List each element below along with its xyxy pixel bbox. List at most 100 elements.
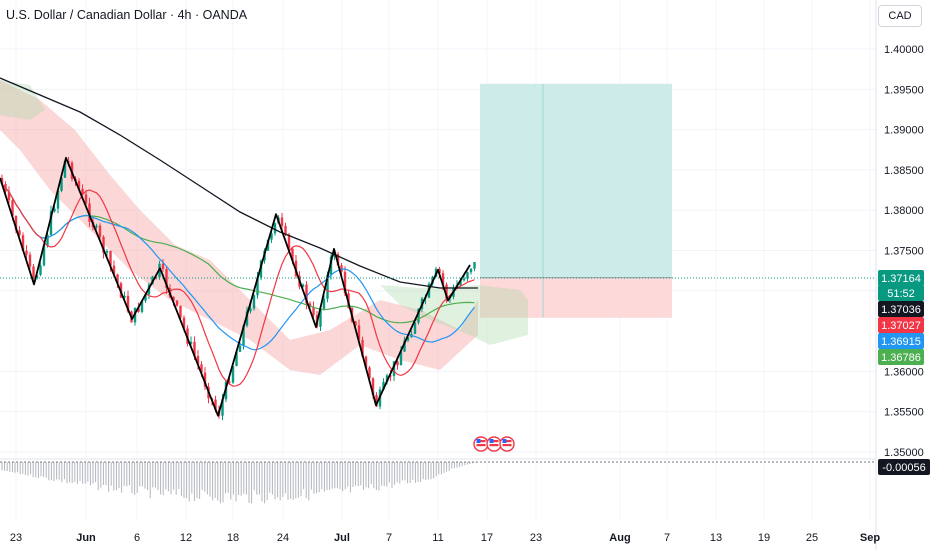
price-tick-label: 1.35000	[884, 447, 924, 459]
flag-stripe	[476, 444, 486, 447]
candle-body	[228, 381, 231, 383]
candle-body	[361, 339, 364, 357]
price-axis[interactable]: 1.40000 1.39500 1.39000 1.38500 1.38000 1.375…	[884, 44, 924, 459]
currency-button[interactable]: CAD	[878, 5, 922, 27]
candle-body	[77, 180, 81, 189]
candle-body	[214, 399, 217, 411]
candle-body	[109, 251, 112, 266]
candle-body	[63, 161, 67, 178]
candle-body	[354, 321, 357, 326]
candle-body	[291, 248, 294, 261]
ma-red-line	[1, 183, 475, 387]
candle-body	[312, 307, 315, 316]
candle-body	[49, 211, 53, 235]
candle-body	[459, 280, 462, 286]
candle-body	[403, 340, 406, 352]
time-tick-label: 12	[180, 532, 192, 544]
price-tick-label: 1.38000	[884, 205, 924, 217]
time-tick-label: 11	[432, 532, 443, 544]
candle-body	[123, 295, 126, 298]
candle-body	[382, 381, 385, 390]
candle-body	[406, 337, 410, 341]
candle-body	[179, 305, 182, 318]
candle-body	[88, 203, 91, 222]
price-tag-label: 51:52	[887, 288, 915, 300]
candle-body	[389, 375, 392, 377]
time-tick-label: Sep	[860, 532, 880, 544]
candle-body	[18, 230, 21, 236]
price-tag-bg	[878, 301, 924, 317]
flag-stripe	[489, 444, 499, 447]
candle-body	[175, 300, 179, 306]
candle-body	[273, 223, 277, 234]
candle-body	[305, 284, 308, 304]
candle-body	[102, 236, 105, 253]
flag-stripe	[476, 440, 486, 443]
candle-body	[21, 235, 25, 251]
candle-body	[242, 325, 245, 346]
candle-body	[105, 251, 109, 253]
economic-events[interactable]	[473, 436, 515, 452]
us-flag-icon	[486, 436, 502, 452]
candle-body	[161, 263, 165, 269]
candle-body	[7, 191, 11, 201]
chart-title: U.S. Dollar / Canadian Dollar · 4h · OAN…	[6, 8, 248, 22]
candle-body	[112, 265, 116, 275]
position-zones	[480, 83, 672, 318]
price-tag-label: 1.37027	[881, 320, 921, 332]
flag-canton	[489, 439, 494, 443]
candle-body	[14, 215, 18, 231]
time-tick-label: 7	[664, 532, 670, 544]
candle-body	[231, 366, 235, 383]
time-tick-label: 23	[10, 532, 22, 544]
flag-canton	[476, 439, 481, 443]
osc-tag-label: -0.00056	[882, 462, 925, 474]
candle-body	[364, 356, 368, 368]
candle-body	[60, 177, 63, 191]
candle-body	[165, 268, 168, 289]
candle-body	[200, 364, 203, 373]
candle-body	[319, 308, 322, 327]
candle-body	[333, 254, 336, 257]
candle-body	[140, 300, 144, 312]
candle-body	[182, 317, 186, 329]
us-flag-icon	[499, 436, 515, 452]
us-flag-icon	[473, 436, 489, 452]
candle-body	[287, 234, 291, 249]
candle-body	[375, 395, 378, 407]
price-tick-label: 1.39500	[884, 84, 924, 96]
candle-body	[413, 322, 417, 335]
time-tick-label: Aug	[609, 532, 630, 544]
flag-stripe	[489, 440, 499, 443]
price-tag-bg	[878, 333, 924, 349]
zigzag-pattern	[0, 156, 471, 417]
time-tick-label: 19	[758, 532, 770, 544]
candle-body	[441, 273, 445, 285]
candle-body	[25, 250, 28, 255]
time-tick-label: 25	[806, 532, 818, 544]
zigzag-line	[0, 156, 471, 417]
time-tick-label: Jun	[76, 532, 96, 544]
grid	[0, 48, 876, 453]
candle-body	[256, 277, 259, 296]
candle-body	[32, 266, 35, 279]
moving-averages	[0, 77, 478, 387]
cloud-bearish	[0, 80, 478, 375]
candle-body	[39, 265, 42, 275]
time-tick-label: 7	[386, 532, 392, 544]
time-axis[interactable]: 23 Jun 6 12 18 24 Jul 7 11 17 23 Aug 7 13 19 25 Sep	[10, 532, 880, 544]
candle-body	[95, 225, 98, 228]
stop-loss-zone	[480, 277, 672, 318]
candle-body	[336, 254, 340, 266]
price-tick-label: 1.40000	[884, 44, 924, 56]
flag-canton	[502, 439, 507, 443]
price-tick-label: 1.37500	[884, 246, 924, 258]
candle-body	[28, 254, 32, 267]
candle-body	[252, 295, 256, 309]
time-tick-label: Jul	[334, 532, 350, 544]
candle-body	[385, 375, 389, 382]
candle-body	[399, 351, 403, 366]
candle-body	[221, 399, 224, 416]
candle-body	[368, 367, 371, 379]
